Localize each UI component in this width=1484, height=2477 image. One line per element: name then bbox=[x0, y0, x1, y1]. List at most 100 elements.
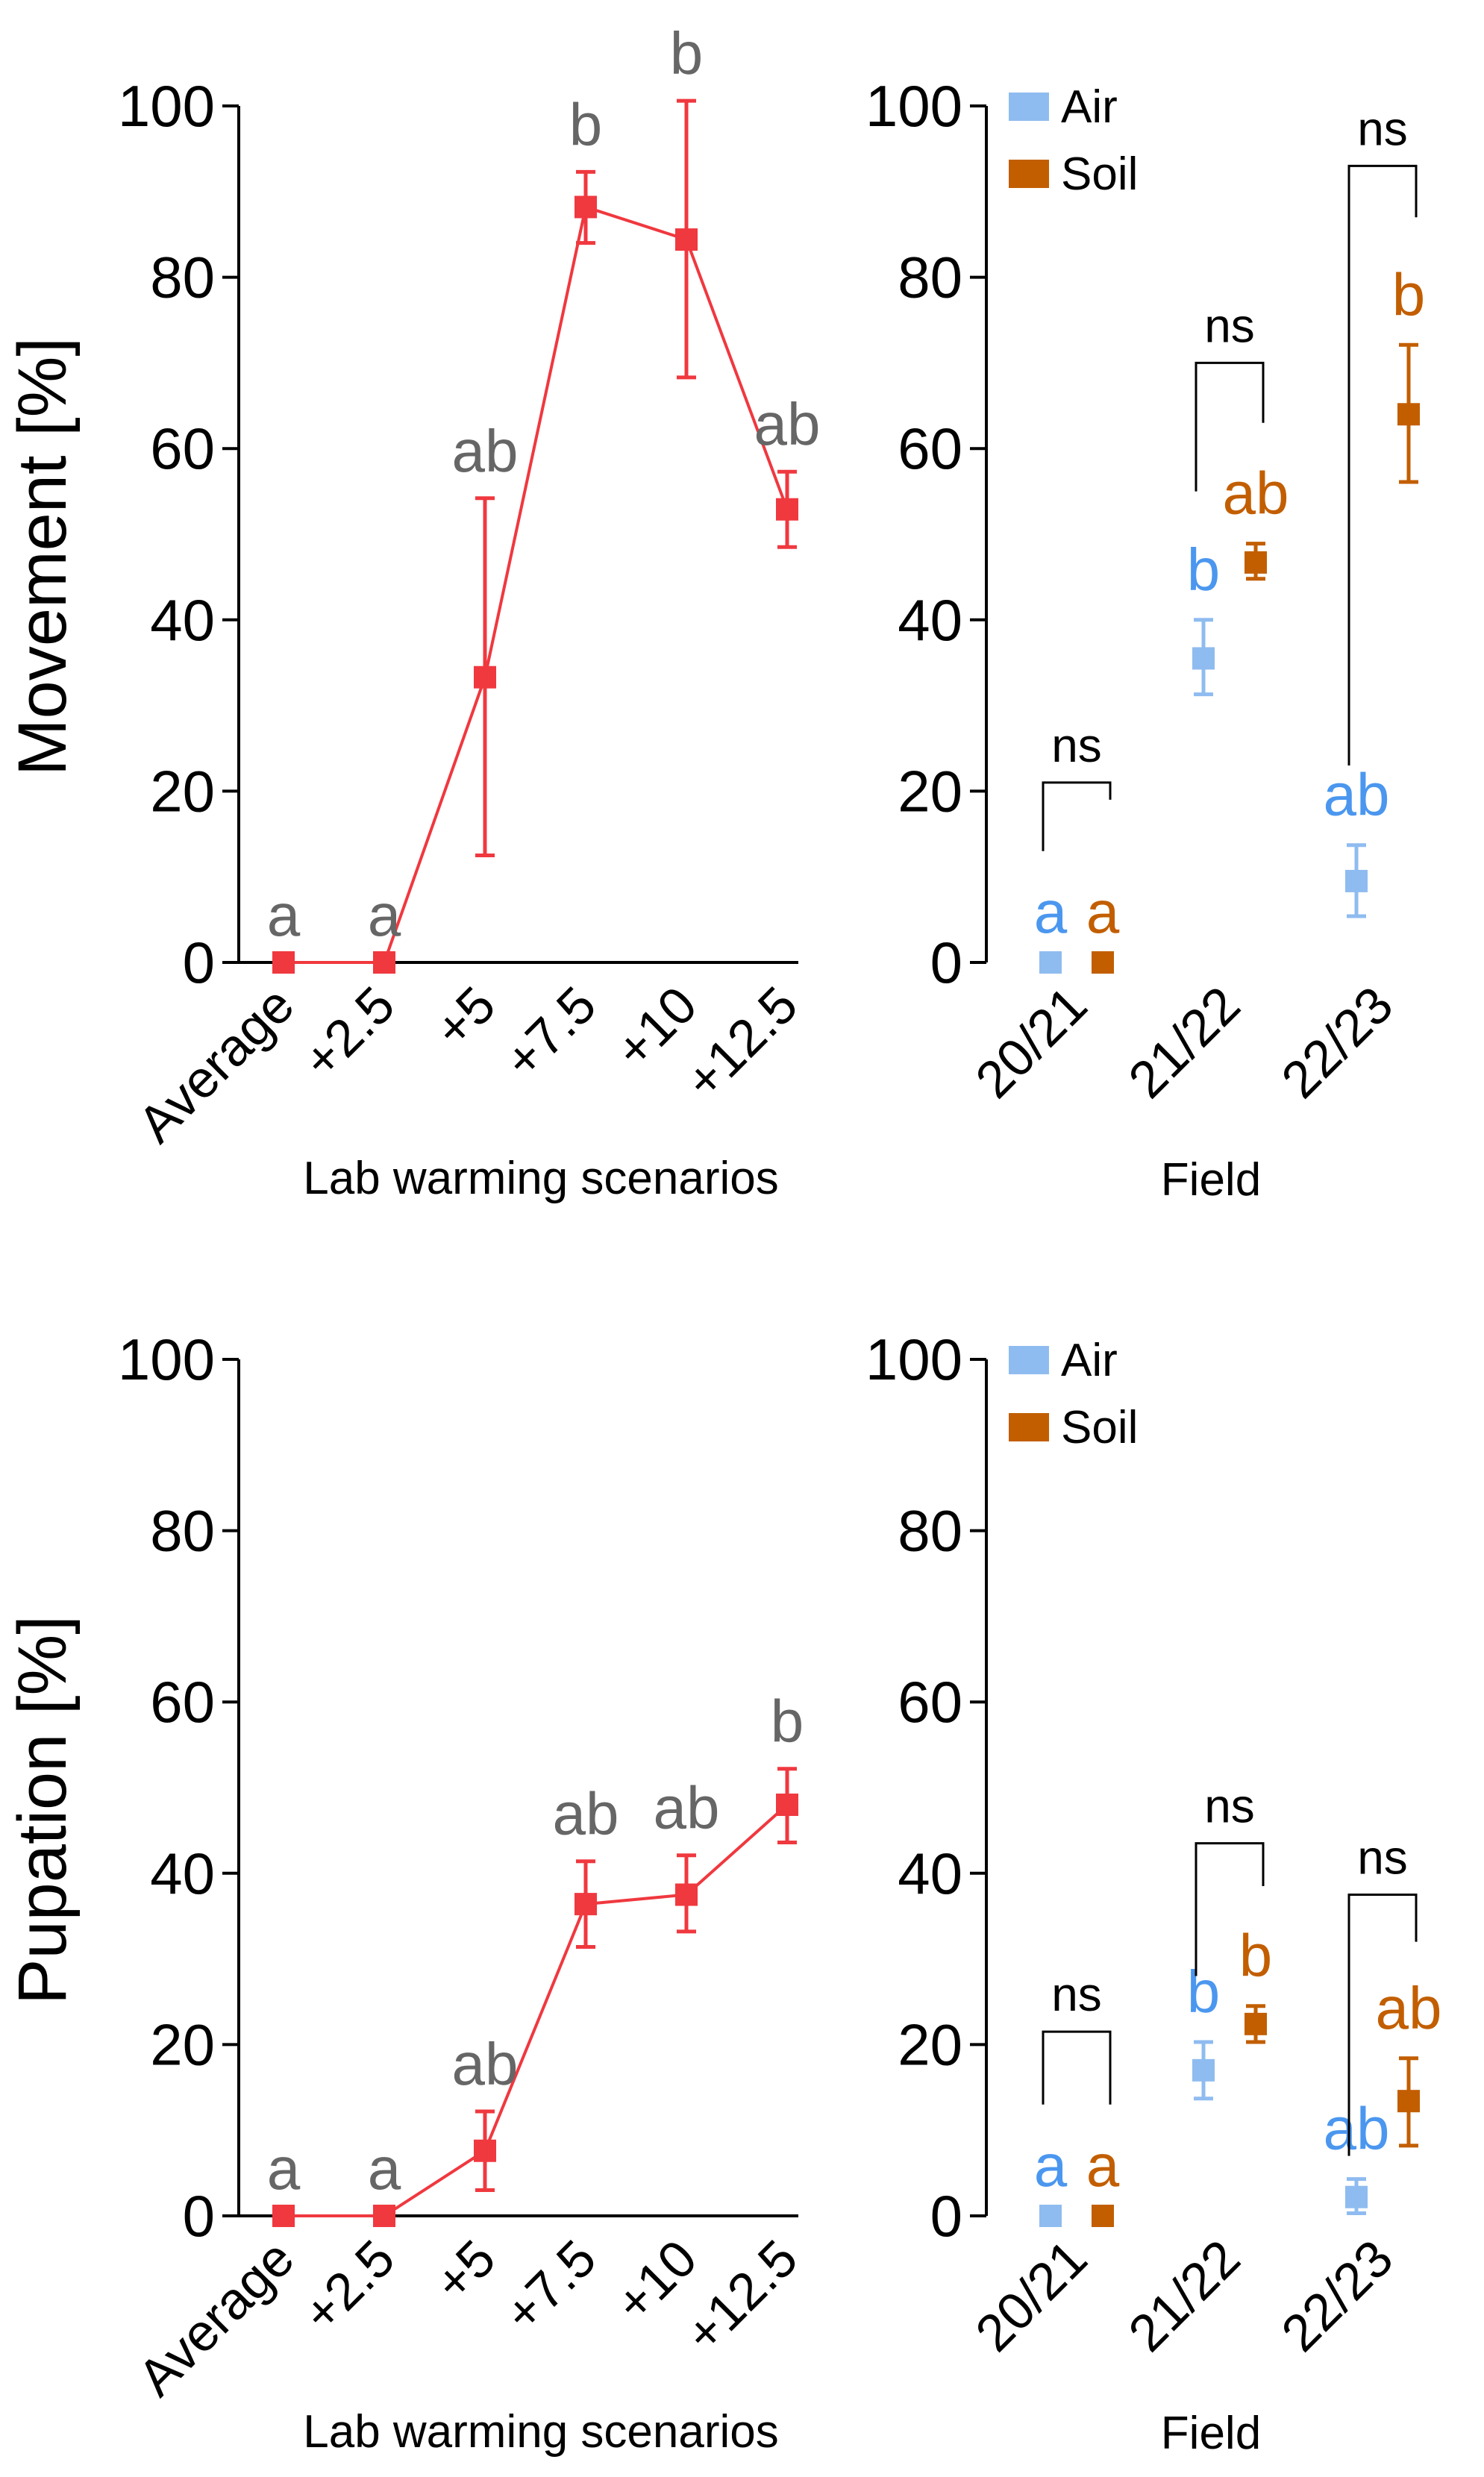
y-tick-label: 0 bbox=[183, 2183, 215, 2249]
data-point bbox=[474, 666, 496, 689]
data-point bbox=[675, 1883, 698, 1906]
significance-letter: ab bbox=[452, 2031, 519, 2097]
x-axis-title: Field bbox=[1161, 2408, 1261, 2459]
data-point bbox=[272, 2205, 295, 2227]
significance-letter-soil: ab bbox=[1376, 1975, 1442, 2041]
significance-letter-soil: ab bbox=[1223, 460, 1289, 527]
significance-letter-soil: b bbox=[1239, 1923, 1273, 1989]
y-tick-label: 20 bbox=[150, 758, 215, 824]
y-tick-label: 60 bbox=[898, 1669, 962, 1735]
x-tick-label: 21/22 bbox=[1118, 2229, 1251, 2362]
y-tick-label: 100 bbox=[118, 1327, 215, 1392]
data-point bbox=[373, 2205, 395, 2227]
x-tick-label: +2.5 bbox=[292, 975, 406, 1089]
significance-letter: ab bbox=[452, 418, 519, 484]
data-point bbox=[474, 2139, 496, 2162]
y-tick-label: 100 bbox=[118, 73, 215, 139]
significance-letter-soil: a bbox=[1086, 879, 1120, 945]
x-tick-label: +7.5 bbox=[493, 975, 607, 1089]
y-tick-label: 80 bbox=[898, 245, 962, 310]
comparison-label: ns bbox=[1204, 1779, 1255, 1833]
data-point-air bbox=[1192, 2058, 1215, 2082]
x-tick-label: 20/21 bbox=[965, 975, 1098, 1109]
legend-swatch-soil bbox=[1009, 1413, 1049, 1441]
significance-letter: b bbox=[569, 91, 603, 157]
legend-swatch-air bbox=[1009, 93, 1049, 121]
y-tick-label: 80 bbox=[150, 1498, 215, 1564]
x-tick-label: 22/23 bbox=[1271, 2229, 1404, 2362]
data-point-soil bbox=[1092, 2205, 1114, 2227]
y-tick-label: 80 bbox=[898, 1498, 962, 1564]
data-point-air bbox=[1039, 951, 1062, 974]
significance-letter: ab bbox=[654, 1775, 720, 1841]
comparison-label: ns bbox=[1357, 101, 1408, 155]
x-axis-title: Lab warming scenarios bbox=[303, 2406, 779, 2458]
comparison-label: ns bbox=[1204, 298, 1255, 352]
y-tick-label: 60 bbox=[150, 1669, 215, 1735]
y-tick-label: 20 bbox=[150, 2011, 215, 2077]
significance-letter-air: ab bbox=[1324, 2096, 1390, 2162]
legend-label-soil: Soil bbox=[1061, 1402, 1138, 1453]
comparison-label: ns bbox=[1357, 1831, 1408, 1885]
significance-letter-soil: a bbox=[1086, 2132, 1120, 2199]
y-tick-label: 0 bbox=[183, 930, 215, 995]
significance-letter: a bbox=[267, 882, 301, 948]
x-tick-label: +2.5 bbox=[292, 2229, 406, 2343]
y-tick-label: 40 bbox=[150, 587, 215, 653]
data-point-soil bbox=[1092, 951, 1114, 974]
significance-letter: ab bbox=[553, 1781, 619, 1847]
x-tick-label: 22/23 bbox=[1271, 975, 1404, 1109]
y-tick-label: 40 bbox=[898, 1841, 962, 1906]
data-point bbox=[373, 951, 395, 974]
comparison-bracket bbox=[1347, 1894, 1418, 2156]
x-tick-label: +7.5 bbox=[493, 2229, 607, 2343]
y-tick-label: 40 bbox=[898, 587, 962, 653]
y-axis-title: Pupation [%] bbox=[4, 1615, 81, 2005]
significance-letter-air: a bbox=[1034, 2132, 1068, 2199]
y-tick-label: 60 bbox=[898, 416, 962, 481]
y-tick-label: 60 bbox=[150, 416, 215, 481]
comparison-bracket bbox=[1042, 781, 1112, 851]
data-point-soil bbox=[1397, 403, 1420, 426]
y-tick-label: 40 bbox=[150, 1841, 215, 1906]
series-line bbox=[284, 1803, 789, 2217]
legend-label-air: Air bbox=[1061, 81, 1118, 133]
pupation-lab-panel: 0 20 40 60 80 100 Pupation [%] Average+2.5 +5+7.… bbox=[4, 1327, 809, 2458]
comparison-bracket bbox=[1347, 164, 1418, 765]
data-point-soil bbox=[1245, 551, 1267, 574]
data-point-air bbox=[1039, 2205, 1062, 2227]
comparison-bracket bbox=[1195, 361, 1265, 492]
significance-letter-soil: b bbox=[1392, 261, 1426, 328]
y-tick-label: 100 bbox=[865, 73, 962, 139]
x-tick-label: 20/21 bbox=[965, 2229, 1098, 2362]
y-tick-label: 0 bbox=[930, 930, 962, 995]
significance-letter: b bbox=[670, 20, 704, 87]
x-tick-label: Average bbox=[127, 2229, 305, 2407]
significance-letter: a bbox=[368, 2135, 401, 2202]
significance-letter: a bbox=[368, 882, 401, 948]
x-tick-label: +5 bbox=[423, 975, 507, 1059]
y-tick-label: 20 bbox=[898, 2011, 962, 2077]
legend-swatch-soil bbox=[1009, 160, 1049, 188]
data-point bbox=[776, 498, 798, 521]
data-point-air bbox=[1345, 2185, 1368, 2208]
significance-letter: b bbox=[771, 1688, 804, 1755]
data-point-soil bbox=[1397, 2090, 1420, 2113]
series-line bbox=[284, 204, 789, 964]
significance-letter: a bbox=[267, 2135, 301, 2202]
significance-letter-air: a bbox=[1034, 879, 1068, 945]
x-tick-label: +12.5 bbox=[674, 2229, 808, 2363]
data-point bbox=[574, 1893, 597, 1916]
movement-lab-panel: 0 20 40 60 80 100 Movement [%] Average+2.5 +5+7.… bbox=[4, 20, 820, 1204]
data-point-air bbox=[1345, 869, 1368, 892]
comparison-label: ns bbox=[1051, 1967, 1102, 2021]
x-tick-label: +12.5 bbox=[674, 975, 808, 1109]
data-point-air bbox=[1192, 647, 1215, 670]
legend-swatch-air bbox=[1009, 1346, 1049, 1374]
data-point bbox=[675, 228, 698, 251]
significance-letter-air: b bbox=[1187, 536, 1221, 603]
data-point-soil bbox=[1245, 2012, 1267, 2035]
